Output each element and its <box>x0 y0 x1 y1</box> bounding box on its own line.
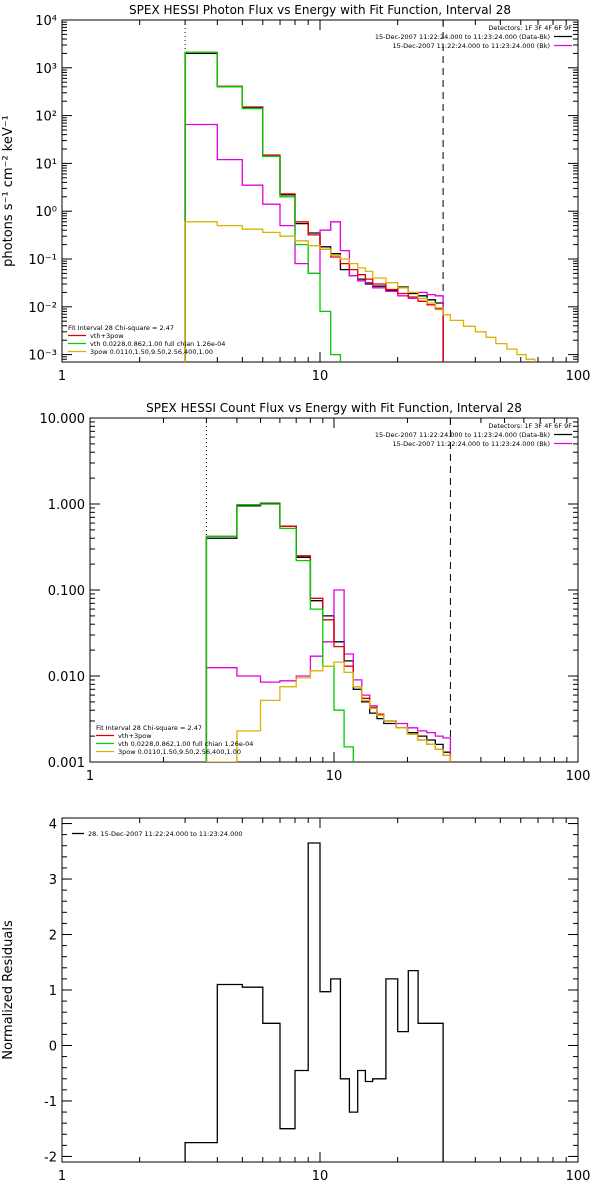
y-tick-label: 10⁰ <box>35 205 57 220</box>
series-28-15-dec-2007-11-22-24-000-to-11-23-24-000 <box>184 842 444 1162</box>
y-tick-label: 4 <box>49 818 57 833</box>
series-vth <box>205 503 354 762</box>
x-tick-label: 1 <box>86 769 94 784</box>
series-bk <box>184 123 444 362</box>
y-axis-label: Normalized Residuals <box>1 920 16 1060</box>
y-tick-label: 10⁴ <box>35 14 57 29</box>
legend-bottom-left-entry: vth 0.0228,0.862,1.00 full chian 1.26e-0… <box>90 340 225 348</box>
legend-top-right-entry: Detectors: 1F 3F 4F 6F 9F <box>488 24 572 32</box>
legend-top-right-entry: 15-Dec-2007 11:22:24.000 to 11:23:24.000… <box>375 431 550 439</box>
y-tick-label: 10³ <box>35 62 57 77</box>
legend-bottom-left-entry: Fit Interval 28 Chi-square = 2.47 <box>68 324 174 332</box>
legend-top-right-entry: 15-Dec-2007 11:22:24.000 to 11:23:24.000… <box>393 42 551 50</box>
legend-bottom-left-entry: vth+3pow <box>118 732 152 740</box>
y-tick-label: 0.001 <box>48 756 85 771</box>
legend-bottom-left-entry: vth 0.0228,0.862,1.00 full chian 1.26e-0… <box>118 740 253 748</box>
series-vth-3pow <box>184 51 444 362</box>
y-tick-label: 1.000 <box>48 498 85 513</box>
plot-area <box>184 51 536 362</box>
y-tick-label: 10⁻³ <box>28 349 57 364</box>
y-tick-label: 0.010 <box>48 670 85 685</box>
y-tick-label: 10.000 <box>40 412 86 427</box>
series-3pow <box>184 221 536 362</box>
y-tick-label: 10⁻¹ <box>28 253 57 268</box>
legend-top-right-entry: Detectors: 1F 3F 4F 6F 9F <box>488 422 572 430</box>
legend-bottom-left-entry: 3pow 0.0110,1.50,9.50,2.56,400,1.00 <box>118 748 241 756</box>
legend-top-right-entry: 15-Dec-2007 11:22:24.000 to 11:23:24.000… <box>375 33 550 41</box>
y-tick-label: 10¹ <box>35 157 57 172</box>
chart-panel-3: Normalized Residuals 1 10 100 -2 -1 0 1 2 3 4 28. 1… <box>1 817 591 1184</box>
legend-bottom-left-entry: Fit Interval 28 Chi-square = 2.47 <box>96 724 202 732</box>
plot-area <box>184 842 444 1162</box>
legend-bottom-left-entry: 3pow 0.0110,1.50,9.50,2.56,400,1.00 <box>90 348 213 356</box>
x-tick-label: 10 <box>312 1169 329 1184</box>
x-tick-label: 100 <box>566 769 591 784</box>
legend-top-left-entry: 28. 15-Dec-2007 11:22:24.000 to 11:23:24… <box>88 830 243 838</box>
chart-title: SPEX HESSI Photon Flux vs Energy with Fi… <box>129 3 511 17</box>
x-tick-label: 10 <box>326 769 343 784</box>
legend-top-right-entry: 15-Dec-2007 11:22:24.000 to 11:23:24.000… <box>393 440 551 448</box>
y-tick-label: 10² <box>35 110 57 125</box>
y-tick-label: -2 <box>44 1150 57 1165</box>
y-tick-label: 10⁻² <box>28 301 57 316</box>
x-tick-label: 10 <box>312 369 329 384</box>
series-vth <box>184 51 342 362</box>
y-tick-label: -1 <box>44 1095 57 1110</box>
x-tick-label: 1 <box>58 369 66 384</box>
series-data-bk <box>184 52 444 362</box>
chart-panel-2: SPEX HESSI Count Flux vs Energy with Fit… <box>40 401 591 784</box>
y-tick-label: 0.100 <box>48 584 85 599</box>
y-tick-label: 3 <box>49 873 57 888</box>
series-3pow <box>205 661 452 762</box>
chart-panel-1: SPEX HESSI Photon Flux vs Energy with Fi… <box>1 3 591 384</box>
chart-title: SPEX HESSI Count Flux vs Energy with Fit… <box>146 401 522 415</box>
x-tick-label: 1 <box>58 1169 66 1184</box>
y-tick-label: 2 <box>49 929 57 944</box>
x-tick-label: 100 <box>566 1169 591 1184</box>
y-tick-label: 1 <box>49 984 57 999</box>
y-axis-label: photons s⁻¹ cm⁻² keV⁻¹ <box>1 115 16 267</box>
x-tick-label: 100 <box>566 369 591 384</box>
y-tick-label: 0 <box>49 1039 57 1054</box>
legend-bottom-left-entry: vth+3pow <box>90 332 124 340</box>
plot-area <box>205 502 452 762</box>
